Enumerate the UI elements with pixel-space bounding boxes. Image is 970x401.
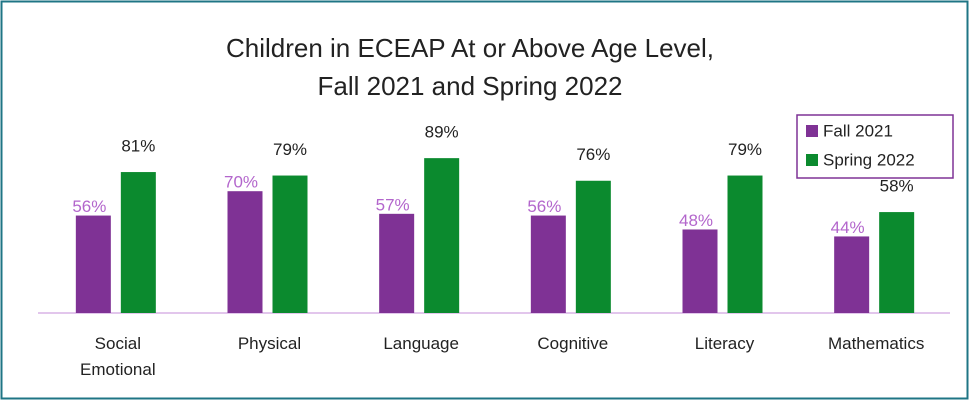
x-tick-label: Cognitive bbox=[537, 334, 609, 353]
data-label: 44% bbox=[831, 218, 865, 237]
data-label: 89% bbox=[425, 123, 459, 142]
data-label: 70% bbox=[224, 173, 258, 192]
data-label: 79% bbox=[273, 140, 307, 159]
legend-swatch bbox=[806, 154, 818, 166]
legend-box bbox=[796, 114, 954, 179]
bar bbox=[879, 212, 915, 313]
bar bbox=[272, 175, 308, 313]
x-tick-label: Social Emotional bbox=[80, 334, 156, 379]
bar bbox=[530, 215, 566, 313]
data-label: 48% bbox=[679, 211, 713, 230]
legend-label: Spring 2022 bbox=[823, 150, 915, 169]
bar bbox=[379, 213, 415, 313]
data-label: 56% bbox=[527, 197, 561, 216]
data-label: 56% bbox=[72, 197, 106, 216]
bar bbox=[575, 180, 611, 313]
bar bbox=[682, 229, 718, 313]
data-label: 79% bbox=[728, 140, 762, 159]
x-tick-label: Physical bbox=[237, 334, 302, 353]
data-label: 81% bbox=[121, 137, 155, 156]
data-label: 76% bbox=[576, 145, 610, 164]
bar bbox=[227, 191, 263, 313]
bar bbox=[834, 236, 870, 313]
bar bbox=[75, 215, 111, 313]
legend-swatch bbox=[806, 125, 818, 137]
legend-label: Fall 2021 bbox=[823, 121, 893, 140]
x-tick-label: Language bbox=[383, 334, 459, 353]
chart-title: Children in ECEAP At or Above Age Level, bbox=[226, 33, 714, 63]
data-label: 57% bbox=[376, 195, 410, 214]
bar bbox=[727, 175, 763, 313]
bar bbox=[120, 172, 156, 313]
bar bbox=[424, 158, 460, 313]
chart-title: Fall 2021 and Spring 2022 bbox=[317, 71, 622, 101]
x-tick-label: Literacy bbox=[694, 334, 755, 353]
x-tick-label: Mathematics bbox=[827, 334, 925, 353]
data-label: 58% bbox=[880, 177, 914, 196]
